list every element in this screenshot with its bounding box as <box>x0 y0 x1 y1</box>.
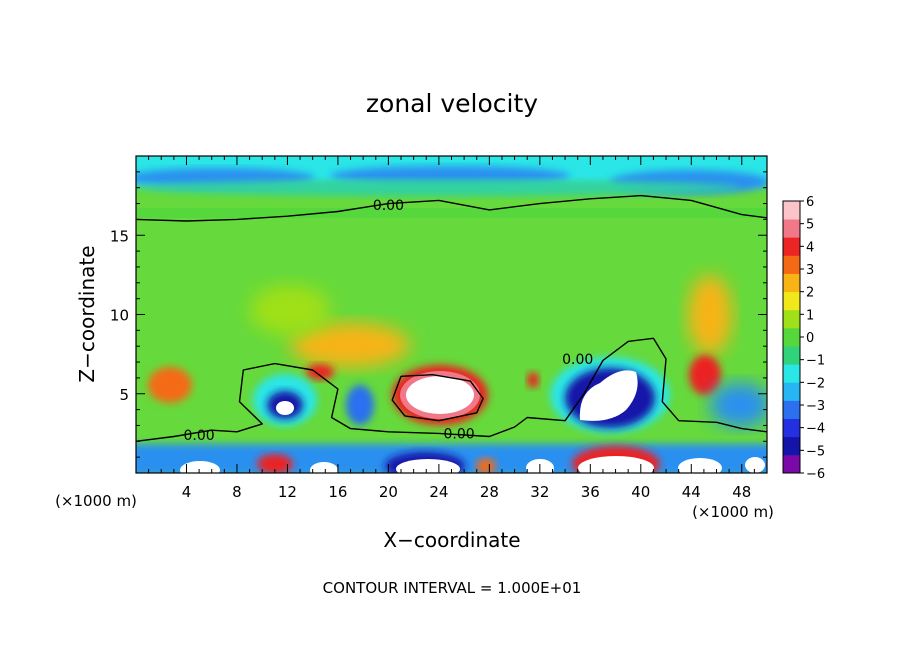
x-axis-label: X−coordinate <box>383 528 520 552</box>
plot-area <box>136 156 767 473</box>
x-tick-label: 44 <box>682 483 701 501</box>
contour-label: 0.00 <box>184 428 215 444</box>
contour-interval-note: CONTOUR INTERVAL = 1.000E+01 <box>323 579 582 597</box>
y-axis-label: Z−coordinate <box>75 245 99 382</box>
x-tick-label: 32 <box>530 483 549 501</box>
x-tick-label: 28 <box>480 483 499 501</box>
colorbar-tick-label: 3 <box>806 263 814 278</box>
colorbar-swatch <box>783 201 800 220</box>
colorbar-swatch <box>783 237 800 256</box>
contour-lines <box>136 194 767 442</box>
contour-labels: 0.00 0.00 0.00 0.00 <box>184 198 594 444</box>
colorbar-swatch <box>783 327 800 347</box>
colorbar-swatch <box>783 454 800 474</box>
colorbar-tick-label: −5 <box>806 444 825 459</box>
zero-contour <box>391 374 484 422</box>
colorbar-tick-label: 0 <box>806 331 814 346</box>
velocity-field <box>136 156 767 473</box>
colorbar-swatch <box>783 309 800 329</box>
colorbar-swatch <box>783 255 800 274</box>
y-tick-label: 15 <box>110 227 129 245</box>
colorbar: 6 5 4 3 2 1 0 −1 −2 −3 −4 −5 −6 <box>782 195 825 482</box>
colorbar-swatch <box>783 364 800 383</box>
contour-label: 0.00 <box>373 198 404 214</box>
colorbar-swatch <box>783 418 800 438</box>
x-tick-label: 48 <box>732 483 751 501</box>
contour-label: 0.00 <box>562 352 593 368</box>
colorbar-tick-label: −4 <box>806 422 825 437</box>
x-tick-label: 12 <box>278 483 297 501</box>
colorbar-tick-label: 1 <box>806 308 814 323</box>
colorbar-tick-label: 5 <box>806 218 814 233</box>
colorbar-swatch <box>783 219 800 238</box>
x-tick-label: 4 <box>182 483 192 501</box>
x-tick-label: 40 <box>631 483 650 501</box>
x-tick-label: 8 <box>232 483 242 501</box>
contour-label: 0.00 <box>443 426 474 442</box>
x-tick-label: 16 <box>328 483 347 501</box>
chart-title: zonal velocity <box>366 89 538 118</box>
colorbar-swatch <box>783 436 800 456</box>
colorbar-tick-label: 2 <box>806 286 814 301</box>
x-tick-label: 24 <box>429 483 448 501</box>
colorbar-swatch <box>783 346 800 365</box>
colorbar-tick-label: −3 <box>806 399 825 414</box>
x-tick-label: 36 <box>581 483 600 501</box>
colorbar-tick-label: 4 <box>806 240 814 255</box>
colorbar-swatch <box>783 382 800 401</box>
colorbar-swatch <box>783 273 800 293</box>
x-axis-ticks: 4 8 12 16 20 24 28 32 36 40 44 48 <box>148 156 755 501</box>
y-axis-ticks: 5 10 15 <box>110 171 767 458</box>
y-tick-label: 10 <box>110 307 129 325</box>
colorbar-tick-label: −2 <box>806 376 825 391</box>
colorbar-tick-label: −6 <box>806 467 825 482</box>
x-unit-right: (×1000 m) <box>692 503 774 521</box>
x-tick-label: 20 <box>379 483 398 501</box>
zero-contour <box>136 337 767 442</box>
colorbar-tick-label: −1 <box>806 354 825 369</box>
y-tick-label: 5 <box>119 386 129 404</box>
colorbar-swatch <box>783 400 800 419</box>
colorbar-tick-label: 6 <box>806 195 814 210</box>
x-unit-left: (×1000 m) <box>55 492 137 510</box>
colorbar-swatch <box>783 291 800 311</box>
zero-contour <box>136 194 767 222</box>
